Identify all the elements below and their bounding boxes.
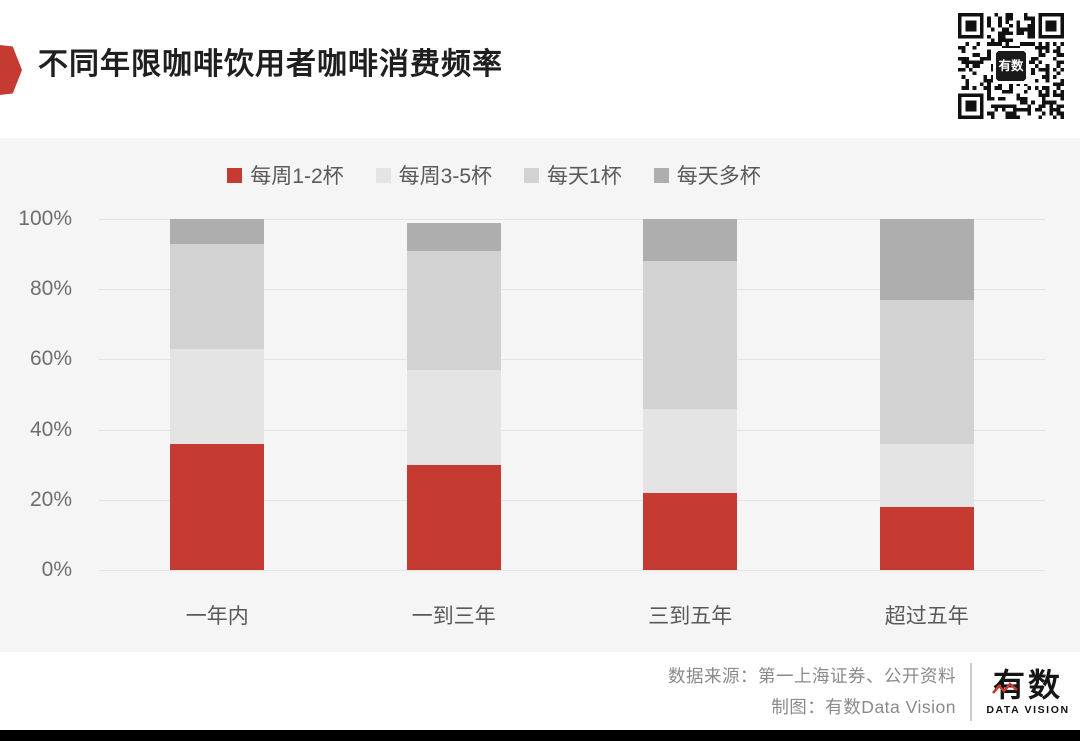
gridline <box>99 499 1045 501</box>
footer-divider <box>970 662 972 721</box>
legend-swatch-icon <box>375 167 391 183</box>
bar-segment[interactable] <box>879 219 974 300</box>
bar-segment[interactable] <box>643 408 738 493</box>
bar-segment[interactable] <box>643 261 738 409</box>
stacked-bar-3[interactable] <box>879 219 974 570</box>
legend-swatch-icon <box>227 167 243 183</box>
y-tick-label: 100% <box>18 207 72 230</box>
bar-segment[interactable] <box>879 299 974 444</box>
gridline <box>99 219 1045 220</box>
y-tick-label: 40% <box>29 417 72 441</box>
x-axis: 一年内 一到三年 三到五年 超过五年 <box>99 600 1045 630</box>
brand-logo-subtext: DATA VISION <box>986 703 1070 716</box>
bar-segment[interactable] <box>406 464 501 570</box>
gridline <box>99 289 1045 291</box>
page-title: 不同年限咖啡饮用者咖啡消费频率 <box>38 48 503 81</box>
stacked-bar-2[interactable] <box>643 219 738 570</box>
bar-slot-0 <box>99 219 336 570</box>
bar-segment[interactable] <box>406 369 501 465</box>
y-tick-label: 80% <box>29 277 72 301</box>
x-axis-label-1: 一到三年 <box>411 605 496 628</box>
credit-line: 制图：有数Data Vision <box>771 696 956 717</box>
stacked-bar-0[interactable] <box>170 219 265 570</box>
gridline <box>99 429 1045 431</box>
bar-slot-1 <box>336 219 573 570</box>
bar-segment[interactable] <box>170 348 265 444</box>
legend-item-1[interactable]: 每周3-5杯 <box>375 160 493 190</box>
bar-segment[interactable] <box>170 243 265 349</box>
bar-segment[interactable] <box>643 219 738 262</box>
x-axis-label-0: 一年内 <box>185 605 249 628</box>
header: 不同年限咖啡饮用者咖啡消费频率 有数 <box>0 0 1080 138</box>
bar-slot-3 <box>809 219 1046 570</box>
bars-container <box>99 219 1045 570</box>
x-axis-label-3: 超过五年 <box>884 605 969 628</box>
y-tick-label: 20% <box>29 487 72 511</box>
bottom-black-bar <box>0 730 1080 741</box>
bar-segment[interactable] <box>170 443 265 570</box>
legend-label: 每周1-2杯 <box>250 165 344 188</box>
bar-segment[interactable] <box>406 222 501 251</box>
chart-section: 每周1-2杯 每周3-5杯 每天1杯 每天多杯 100% 80% 60% 40% 20% 0% … <box>0 138 1080 652</box>
legend-label: 每周3-5杯 <box>398 165 493 188</box>
qr-code: 有数 <box>958 13 1064 119</box>
legend-item-2[interactable]: 每天1杯 <box>524 160 622 190</box>
footer: 数据来源：第一上海证券、公开资料 制图：有数Data Vision 有数 DAT… <box>0 652 1080 731</box>
data-source-line: 数据来源：第一上海证券、公开资料 <box>668 666 956 687</box>
y-tick-label: 0% <box>41 558 72 581</box>
bar-segment[interactable] <box>879 443 974 507</box>
source-block: 数据来源：第一上海证券、公开资料 制图：有数Data Vision <box>668 661 956 721</box>
bar-segment[interactable] <box>879 506 974 570</box>
bar-segment[interactable] <box>643 492 738 570</box>
legend-swatch-icon <box>653 167 669 183</box>
brand-logo-text: 有数 <box>992 666 1063 703</box>
stacked-bar-1[interactable] <box>406 219 501 570</box>
legend-label: 每天多杯 <box>676 165 761 188</box>
plot-area <box>99 219 1045 571</box>
y-axis: 100% 80% 60% 40% 20% 0% <box>0 207 86 581</box>
bar-segment[interactable] <box>170 219 265 244</box>
qr-code-image: 有数 <box>958 13 1064 119</box>
x-axis-label-2: 三到五年 <box>648 605 733 628</box>
legend-item-0[interactable]: 每周1-2杯 <box>227 160 344 190</box>
legend-item-3[interactable]: 每天多杯 <box>653 160 761 190</box>
bar-slot-2 <box>572 219 809 570</box>
bar-segment[interactable] <box>406 250 501 370</box>
legend-label: 每天1杯 <box>547 165 622 188</box>
svg-text:有数: 有数 <box>999 58 1024 73</box>
brand-logo: 有数 DATA VISION <box>984 668 1072 716</box>
y-tick-label: 60% <box>29 347 72 371</box>
title-accent-flag-icon <box>0 45 22 95</box>
legend-swatch-icon <box>524 167 540 183</box>
chart-legend: 每周1-2杯 每周3-5杯 每天1杯 每天多杯 <box>0 160 1034 190</box>
gridline <box>99 359 1045 361</box>
gridline <box>99 570 1045 571</box>
